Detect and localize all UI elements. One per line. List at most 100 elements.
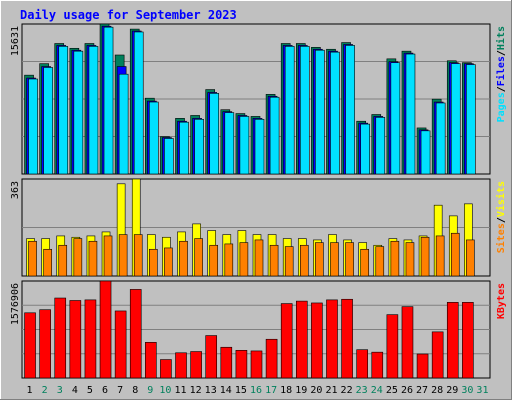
bar-sites-27 [420, 236, 430, 277]
bar-pages-14 [224, 112, 235, 175]
visits-sites-panel: 363 Sites/Visits [10, 178, 507, 277]
bar-kbytes-5 [84, 299, 97, 379]
bar-sites-21 [330, 242, 339, 277]
chart-title: Daily usage for September 2023 [20, 8, 237, 22]
bar-pages-16 [254, 119, 265, 175]
bar-sites-18 [284, 246, 294, 277]
legend-separator: / [496, 86, 507, 92]
bar-kbytes-21 [326, 299, 338, 379]
y-max-label: 363 [10, 181, 21, 199]
bar-kbytes-7 [114, 310, 127, 379]
legend-separator: / [496, 50, 507, 56]
bar-sites-29 [450, 232, 460, 277]
x-tick-25: 25 [386, 385, 398, 396]
bar-pages-21 [330, 51, 340, 175]
bar-sites-22 [345, 242, 354, 277]
legend-entry-visits: Visits [495, 181, 507, 217]
bar-pages-10 [164, 138, 174, 175]
bar-kbytes-24 [371, 351, 384, 379]
x-tick-10: 10 [159, 385, 171, 396]
legend: Sites/Visits [495, 181, 507, 253]
x-tick-12: 12 [190, 385, 202, 396]
legend-entry-sites: Sites [495, 223, 507, 253]
bar-kbytes-23 [356, 349, 368, 379]
bar-sites-8 [133, 234, 143, 277]
bar-pages-15 [239, 116, 250, 175]
x-tick-19: 19 [295, 385, 307, 396]
legend-entry-files: Files [495, 56, 507, 86]
bar-sites-6 [103, 235, 113, 277]
bar-kbytes-9 [145, 342, 157, 379]
bar-kbytes-8 [129, 289, 142, 379]
bar-sites-3 [58, 244, 68, 277]
bar-pages-23 [360, 123, 370, 175]
bar-sites-28 [435, 235, 445, 277]
bar-pages-3 [58, 46, 69, 175]
bar-pages-20 [315, 49, 325, 175]
bar-sites-4 [73, 238, 83, 277]
bar-sites-24 [375, 246, 385, 277]
x-tick-29: 29 [446, 385, 458, 396]
bar-pages-1 [28, 78, 38, 175]
bar-kbytes-26 [401, 306, 414, 379]
bar-pages-9 [149, 101, 159, 175]
bar-kbytes-4 [69, 300, 82, 379]
x-tick-18: 18 [280, 385, 292, 396]
bar-kbytes-27 [416, 353, 429, 379]
bar-kbytes-18 [280, 303, 293, 379]
bar-kbytes-22 [341, 298, 353, 379]
x-tick-3: 3 [57, 385, 63, 396]
bar-pages-6 [103, 26, 114, 175]
x-tick-15: 15 [235, 385, 247, 396]
legend-entry-kbytes: KBytes [496, 283, 507, 319]
bar-pages-11 [179, 121, 189, 175]
bar-kbytes-3 [54, 297, 67, 379]
y-max-label: 15631 [10, 26, 21, 56]
x-tick-8: 8 [132, 385, 138, 396]
bar-kbytes-16 [250, 350, 263, 379]
x-tick-22: 22 [341, 385, 353, 396]
bar-pages-2 [43, 67, 53, 175]
x-tick-13: 13 [205, 385, 217, 396]
bar-kbytes-20 [311, 302, 323, 379]
x-tick-7: 7 [117, 385, 123, 396]
bar-sites-2 [43, 248, 52, 277]
bar-kbytes-6 [99, 280, 112, 379]
bar-pages-4 [73, 50, 84, 175]
bar-kbytes-12 [190, 351, 202, 379]
bar-sites-5 [88, 240, 98, 277]
bar-kbytes-2 [39, 309, 51, 379]
bar-pages-8 [133, 31, 144, 175]
x-tick-24: 24 [371, 385, 383, 396]
bar-sites-17 [269, 244, 279, 277]
bar-pages-24 [375, 117, 386, 175]
legend: KBytes [496, 283, 507, 319]
bar-sites-13 [209, 244, 219, 277]
kbytes-panel: 1576906 KBytes [10, 280, 507, 379]
bar-pages-22 [345, 45, 355, 175]
x-tick-9: 9 [147, 385, 153, 396]
legend: Pages/Files/Hits [495, 26, 507, 122]
x-tick-5: 5 [87, 385, 93, 396]
x-tick-labels: 1 2 3 4 5 6 7 8 9 10 11 12 13 14 15 16 17 18 19 20 21 22 23 24 2… [27, 385, 489, 396]
bar-sites-19 [299, 244, 309, 277]
bar-kbytes-11 [175, 352, 187, 379]
bar-sites-1 [28, 240, 37, 277]
x-tick-28: 28 [431, 385, 443, 396]
bar-pages-26 [405, 53, 416, 175]
bar-kbytes-10 [160, 359, 172, 379]
bar-sites-23 [360, 248, 369, 277]
bar-pages-7 [118, 73, 129, 175]
bar-sites-7 [118, 234, 128, 277]
bar-kbytes-28 [431, 331, 444, 379]
bar-pages-13 [209, 93, 220, 175]
bar-sites-30 [466, 239, 475, 277]
bar-pages-30 [466, 64, 476, 175]
bar-sites-15 [239, 242, 249, 277]
legend-entry-hits: Hits [495, 26, 507, 50]
bar-sites-25 [390, 240, 400, 277]
bar-pages-28 [435, 102, 446, 175]
x-tick-20: 20 [310, 385, 322, 396]
bar-sites-11 [179, 240, 188, 277]
x-tick-11: 11 [174, 385, 186, 396]
